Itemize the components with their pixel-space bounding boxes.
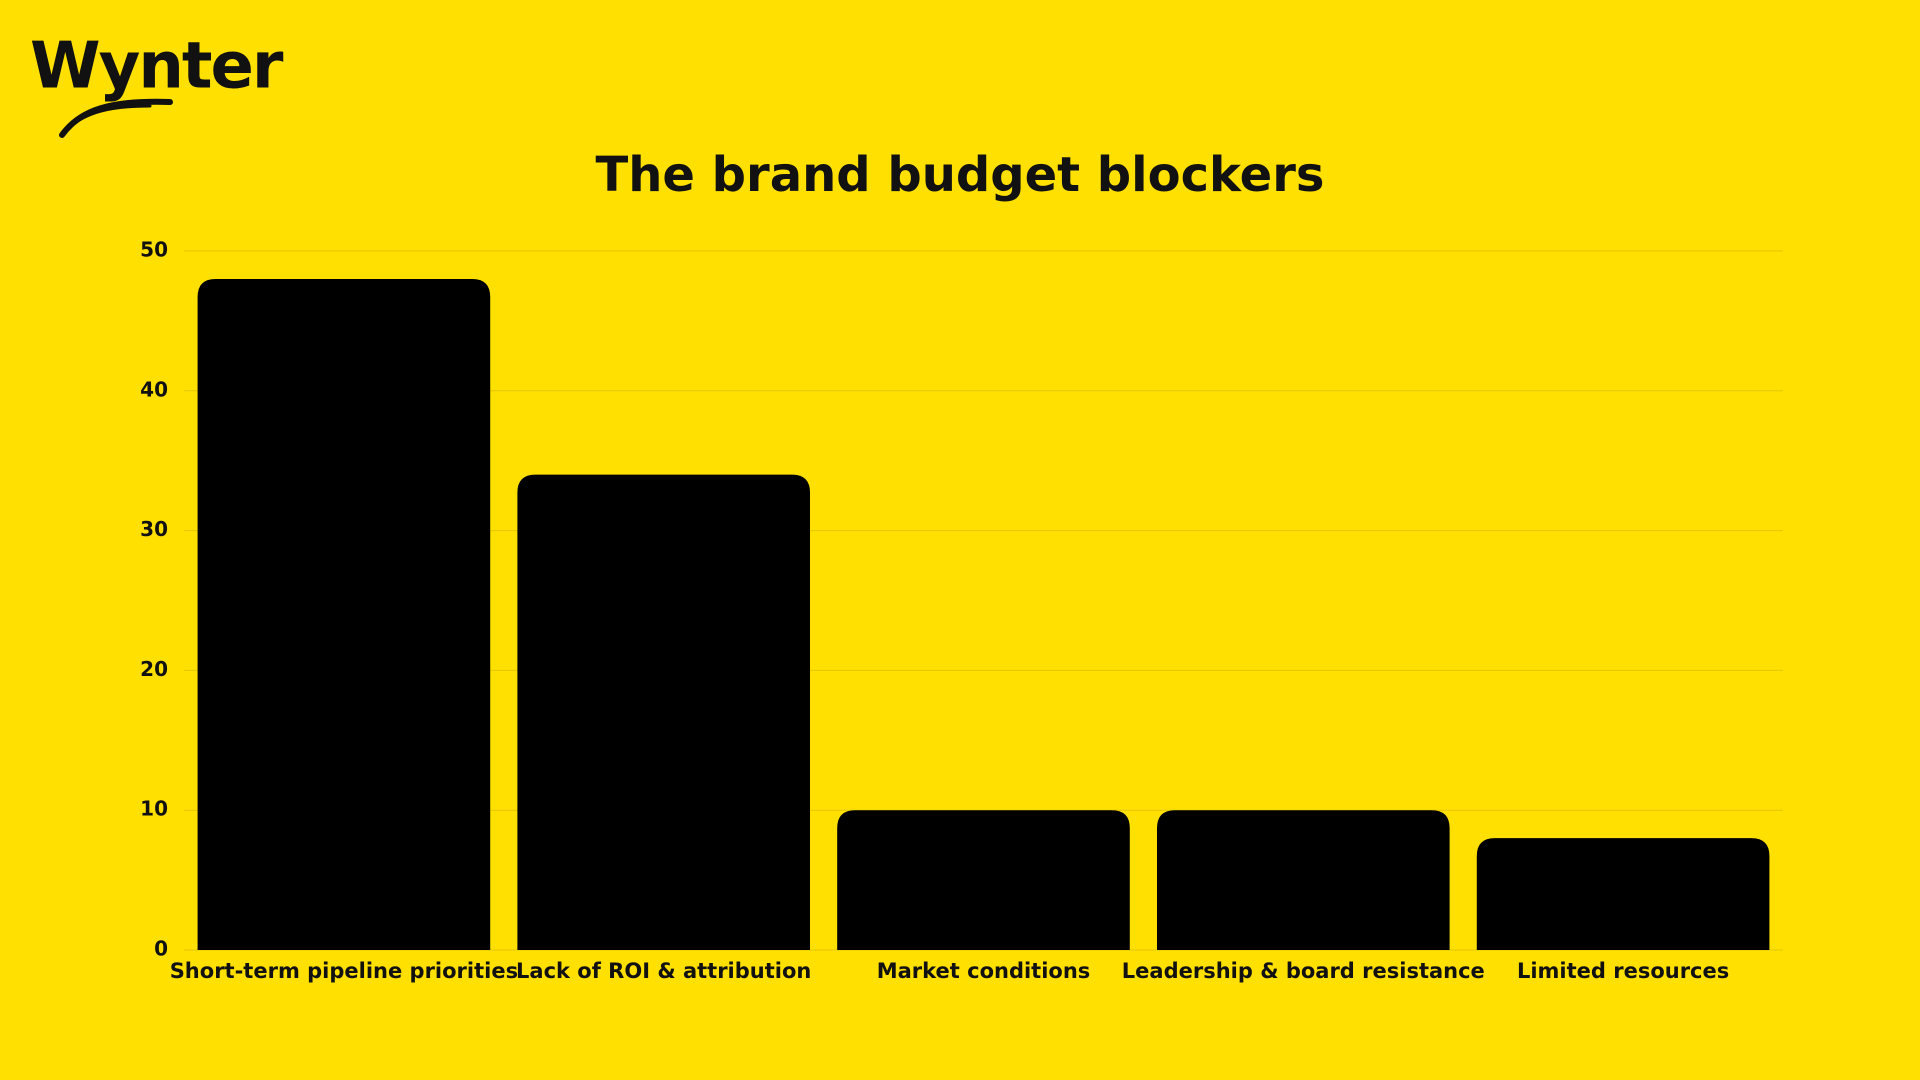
chart-title: The brand budget blockers — [596, 147, 1325, 203]
x-tick-label: Lack of ROI & attribution — [516, 959, 811, 983]
y-tick-label: 30 — [140, 517, 168, 541]
y-tick-label: 0 — [154, 937, 168, 961]
bar — [1156, 810, 1450, 950]
x-tick-label: Leadership & board resistance — [1122, 959, 1485, 983]
bar — [837, 810, 1130, 950]
y-tick-label: 20 — [140, 657, 168, 681]
logo-swoosh — [64, 104, 152, 132]
y-tick-label: 10 — [140, 797, 168, 821]
bar — [197, 278, 491, 951]
y-tick-label: 40 — [140, 377, 168, 401]
x-tick-label: Market conditions — [877, 959, 1091, 983]
x-tick-label: Limited resources — [1517, 959, 1729, 983]
x-tick-label: Short-term pipeline priorities — [170, 959, 518, 983]
y-tick-label: 50 — [140, 238, 168, 262]
bar — [1476, 838, 1770, 950]
logo: Wynter — [30, 30, 284, 104]
bar — [517, 474, 811, 950]
